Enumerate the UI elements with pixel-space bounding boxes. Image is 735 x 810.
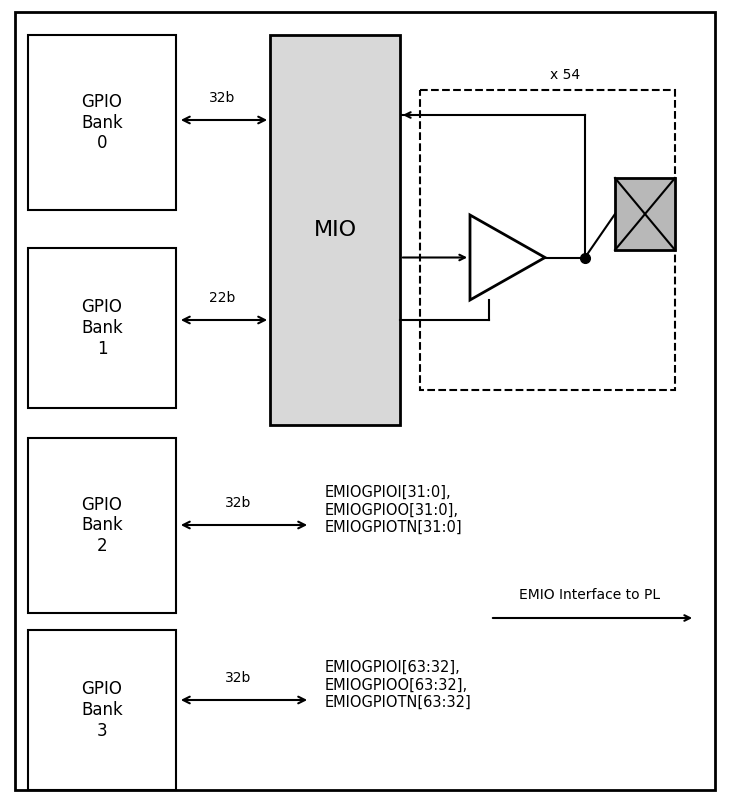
Text: 32b: 32b: [225, 496, 251, 510]
Text: EMIOGPIOI[63:32],
EMIOGPIOO[63:32],
EMIOGPIOTN[63:32]: EMIOGPIOI[63:32], EMIOGPIOO[63:32], EMIO…: [325, 660, 472, 710]
Text: MIO: MIO: [313, 220, 356, 240]
Text: GPIO
Bank
1: GPIO Bank 1: [81, 298, 123, 358]
Bar: [615, 178, 675, 250]
Bar: [28, 438, 176, 613]
Text: EMIOGPIOI[31:0],
EMIOGPIOO[31:0],
EMIOGPIOTN[31:0]: EMIOGPIOI[31:0], EMIOGPIOO[31:0], EMIOGP…: [325, 485, 462, 535]
Bar: [28, 35, 176, 210]
Text: GPIO
Bank
3: GPIO Bank 3: [81, 680, 123, 740]
Text: x 54: x 54: [550, 68, 580, 82]
Text: 22b: 22b: [209, 291, 235, 305]
Bar: [28, 630, 176, 790]
Bar: [28, 248, 176, 408]
Text: 32b: 32b: [225, 671, 251, 685]
Text: EMIO Interface to PL: EMIO Interface to PL: [520, 588, 661, 602]
Text: GPIO
Bank
0: GPIO Bank 0: [81, 92, 123, 152]
Bar: [420, 90, 675, 390]
Polygon shape: [470, 215, 545, 300]
Bar: [270, 35, 400, 425]
Text: 32b: 32b: [209, 91, 235, 105]
Text: GPIO
Bank
2: GPIO Bank 2: [81, 496, 123, 556]
